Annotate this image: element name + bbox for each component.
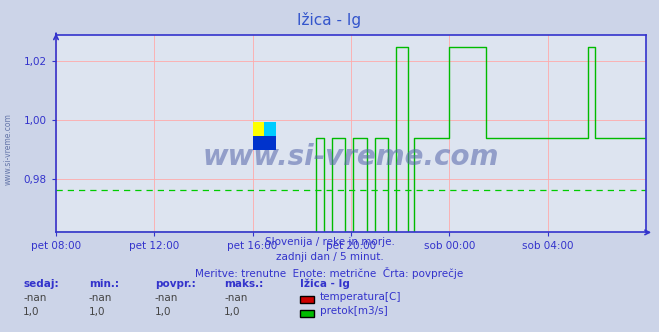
- Text: Ižica - Ig: Ižica - Ig: [300, 279, 350, 289]
- Text: sedaj:: sedaj:: [23, 279, 59, 289]
- Text: -nan: -nan: [155, 293, 178, 303]
- Text: Meritve: trenutne  Enote: metrične  Črta: povprečje: Meritve: trenutne Enote: metrične Črta: …: [195, 267, 464, 279]
- Polygon shape: [264, 122, 275, 136]
- Text: www.si-vreme.com: www.si-vreme.com: [203, 143, 499, 171]
- Text: povpr.:: povpr.:: [155, 279, 196, 289]
- Text: temperatura[C]: temperatura[C]: [320, 292, 401, 302]
- Text: 1,0: 1,0: [224, 307, 241, 317]
- Text: www.si-vreme.com: www.si-vreme.com: [3, 114, 13, 185]
- Text: -nan: -nan: [23, 293, 46, 303]
- Text: maks.:: maks.:: [224, 279, 264, 289]
- Text: min.:: min.:: [89, 279, 119, 289]
- Text: Ižica - Ig: Ižica - Ig: [297, 12, 362, 28]
- Polygon shape: [252, 136, 275, 150]
- Text: Slovenija / reke in morje.: Slovenija / reke in morje.: [264, 237, 395, 247]
- Text: pretok[m3/s]: pretok[m3/s]: [320, 306, 387, 316]
- Text: -nan: -nan: [89, 293, 112, 303]
- Text: 1,0: 1,0: [155, 307, 171, 317]
- Text: zadnji dan / 5 minut.: zadnji dan / 5 minut.: [275, 252, 384, 262]
- Polygon shape: [264, 122, 275, 136]
- Text: 1,0: 1,0: [89, 307, 105, 317]
- Text: 1,0: 1,0: [23, 307, 40, 317]
- Polygon shape: [252, 122, 264, 136]
- Text: -nan: -nan: [224, 293, 247, 303]
